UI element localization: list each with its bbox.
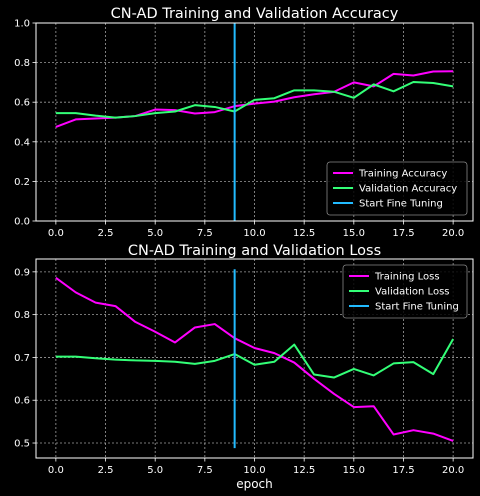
legend-label: Training Loss xyxy=(374,272,440,283)
chart-panel-2: CN-AD Training and Validation Loss 0.0 2.5… xyxy=(14,243,474,491)
x-tick-label: 0.0 xyxy=(48,228,64,239)
x-tick-label: 0.0 xyxy=(48,465,64,476)
x-tick-label: 20.0 xyxy=(442,465,464,476)
series-line-training-loss xyxy=(55,277,454,442)
x-tick-label: 2.5 xyxy=(98,228,114,239)
y-tick-label: 0.5 xyxy=(14,439,30,450)
legend-box xyxy=(326,161,468,216)
chart-title: CN-AD Training and Validation Accuracy xyxy=(111,6,399,22)
legend-label: Start Fine Tuning xyxy=(359,199,443,210)
x-tick-label: 15.0 xyxy=(343,465,365,476)
x-tick-label: 10.0 xyxy=(243,465,265,476)
y-tick-label: 0.7 xyxy=(14,353,30,364)
x-axis-label: epoch xyxy=(236,477,273,491)
x-tick-label: 12.5 xyxy=(293,465,315,476)
legend-label: Validation Loss xyxy=(375,287,450,298)
y-tick-label: 0.8 xyxy=(14,58,30,69)
series-line-validation-accuracy xyxy=(55,81,454,119)
y-tick-label: 0.2 xyxy=(14,177,30,188)
x-tick-label: 10.0 xyxy=(243,228,265,239)
x-tick-label: 17.5 xyxy=(392,228,414,239)
legend: Training Loss Validation Loss Start Fine T… xyxy=(342,264,468,319)
y-tick-label: 0.0 xyxy=(14,217,30,228)
legend-label: Start Fine Tuning xyxy=(375,302,459,313)
legend-box xyxy=(342,264,468,319)
legend: Training Accuracy Validation Accuracy Star… xyxy=(326,161,468,216)
series-line-validation-loss xyxy=(55,338,455,379)
x-tick-label: 20.0 xyxy=(442,228,464,239)
legend-label: Training Accuracy xyxy=(358,169,447,180)
chart-panel-1: CN-AD Training and Validation Accuracy 0.… xyxy=(14,6,474,239)
x-tick-label: 5.0 xyxy=(147,465,163,476)
x-tick-label: 17.5 xyxy=(392,465,414,476)
x-tick-label: 7.5 xyxy=(197,465,213,476)
x-tick-label: 12.5 xyxy=(293,228,315,239)
y-tick-label: 0.6 xyxy=(14,396,30,407)
x-tick-label: 15.0 xyxy=(343,228,365,239)
chart-title: CN-AD Training and Validation Loss xyxy=(128,243,381,259)
y-tick-label: 0.8 xyxy=(14,310,30,321)
x-tick-label: 2.5 xyxy=(98,465,114,476)
plot-frame xyxy=(35,258,474,459)
y-tick-label: 0.6 xyxy=(14,98,30,109)
y-tick-label: 0.4 xyxy=(14,137,30,148)
y-tick-label: 1.0 xyxy=(14,19,30,30)
y-tick-label: 0.9 xyxy=(14,267,30,278)
legend-label: Validation Accuracy xyxy=(359,184,457,195)
x-tick-label: 5.0 xyxy=(147,228,163,239)
x-tick-label: 7.5 xyxy=(197,228,213,239)
plot-frame xyxy=(35,22,474,222)
